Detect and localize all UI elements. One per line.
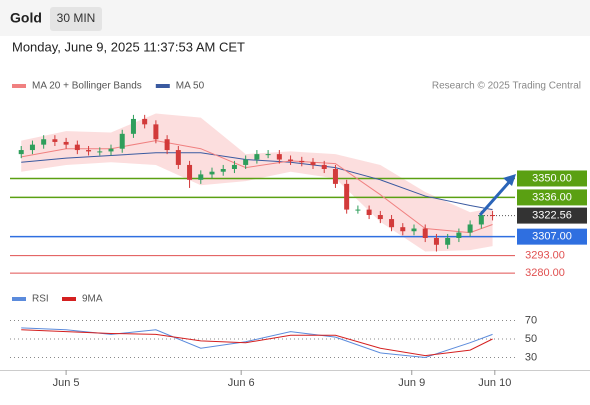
x-tick-label: Jun 5: [53, 377, 80, 389]
legend-swatch: [62, 297, 76, 301]
y-tick-label: 70: [525, 314, 537, 326]
x-tick-label: Jun 9: [398, 377, 425, 389]
legend-label: RSI: [32, 294, 49, 305]
x-tick-label: Jun 6: [228, 377, 255, 389]
symbol: Gold: [10, 10, 42, 26]
candle-body: [243, 159, 249, 165]
candle-body: [29, 144, 35, 151]
candle-body: [276, 154, 282, 160]
candle-body: [321, 164, 327, 169]
candle-body: [63, 141, 69, 145]
candle-body: [86, 150, 92, 152]
legend-label: 9MA: [82, 294, 103, 305]
candle-body: [400, 227, 406, 232]
candle-body: [164, 139, 170, 151]
level-box: [517, 170, 587, 187]
candle-body: [433, 238, 439, 245]
candle-body: [41, 139, 47, 145]
candle-body: [198, 174, 204, 180]
candle-body: [377, 215, 383, 220]
interval-button[interactable]: [50, 7, 102, 31]
candle-body: [130, 118, 136, 134]
level-label: 3280.00: [525, 267, 565, 279]
candle-body: [220, 169, 226, 172]
candle-body: [310, 162, 316, 165]
candle-body: [175, 150, 181, 165]
level-label: 3350.00: [532, 172, 572, 184]
candle-body: [332, 169, 338, 184]
candle-body: [344, 183, 350, 210]
candle-body: [74, 144, 80, 151]
candle-body: [288, 159, 294, 161]
legend-label: MA 20 + Bollinger Bands: [32, 81, 142, 92]
candle-body: [187, 164, 193, 180]
level-label: 3293.00: [525, 249, 565, 261]
level-label: 3336.00: [532, 191, 572, 203]
candle-body: [18, 150, 24, 155]
candle-body: [52, 139, 58, 142]
candle-body: [265, 154, 271, 156]
candle-body: [231, 164, 237, 169]
candle-body: [355, 209, 361, 211]
legend-swatch: [155, 84, 170, 88]
bollinger-band: [21, 113, 493, 252]
candle-body: [467, 224, 473, 233]
legend-swatch: [12, 84, 26, 88]
legend-swatch: [12, 297, 26, 301]
y-tick-label: 30: [525, 351, 537, 363]
candle-body: [422, 228, 428, 238]
candle-body: [209, 171, 215, 175]
candle-body: [445, 238, 451, 245]
candle-body: [254, 154, 260, 160]
moving-average: [21, 152, 493, 211]
arrow-head: [503, 174, 516, 186]
candle-body: [153, 124, 159, 140]
candle-body: [97, 151, 103, 153]
x-tick-label: Jun 10: [478, 377, 511, 389]
timestamp: Monday, June 9, 2025 11:37:53 AM CET: [12, 39, 245, 54]
candle-body: [389, 219, 395, 228]
candle-body: [119, 133, 125, 149]
candle-body: [142, 118, 148, 125]
level-label: 3307.00: [532, 231, 572, 243]
legend-label: MA 50: [176, 81, 205, 92]
forecast-arrow: [478, 179, 513, 216]
axis-line: [0, 370, 590, 371]
candle-body: [299, 160, 305, 163]
candle-body: [490, 215, 496, 216]
current-price-box: [517, 207, 587, 224]
indicator-line: [21, 329, 493, 357]
credit: Research © 2025 Trading Central: [432, 81, 581, 92]
candle-body: [478, 215, 484, 225]
candle-body: [108, 148, 114, 152]
level-box: [517, 189, 587, 206]
current-price: 3322.56: [532, 210, 572, 222]
candle-body: [456, 232, 462, 238]
candle-body: [411, 228, 417, 232]
interval[interactable]: 30 MIN: [57, 11, 96, 25]
moving-average: [21, 140, 493, 234]
candle-body: [366, 209, 372, 215]
y-tick-label: 50: [525, 333, 537, 345]
level-box: [517, 228, 587, 245]
